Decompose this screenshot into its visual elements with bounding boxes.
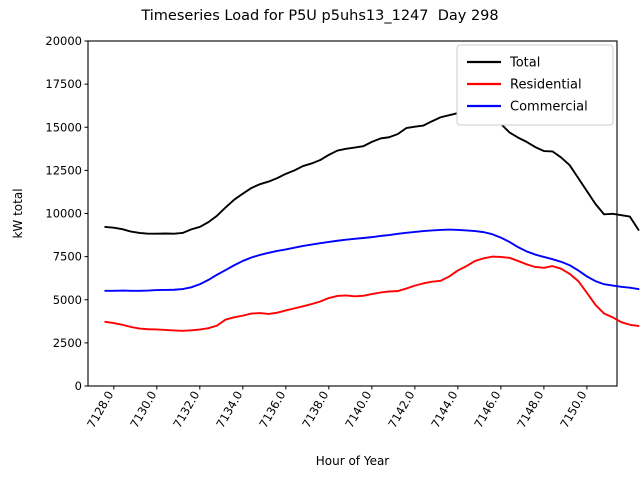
x-tick-label: 7132.0 [170, 389, 202, 431]
series-line-commercial [104, 228, 640, 292]
x-tick-label: 7144.0 [428, 389, 460, 431]
x-tick-label: 7148.0 [514, 389, 546, 431]
y-tick-label: 10000 [45, 207, 82, 221]
series-line-residential [104, 255, 640, 332]
x-tick-label: 7128.0 [84, 389, 116, 431]
y-tick-label: 12500 [45, 163, 82, 177]
y-tick-label: 15000 [45, 120, 82, 134]
series-group [104, 110, 640, 332]
legend-label-residential: Residential [510, 78, 582, 93]
chart-legend[interactable]: Total Residential Commercial [456, 44, 614, 126]
x-tick-label: 7146.0 [471, 389, 503, 431]
x-tick-label: 7138.0 [299, 389, 331, 431]
x-tick-label: 7134.0 [213, 389, 245, 431]
y-tick-label: 2500 [53, 336, 82, 350]
x-tick-label: 7130.0 [127, 389, 159, 431]
x-axis-title: Hour of Year [316, 454, 390, 468]
y-tick-label: 0 [75, 379, 82, 393]
y-tick-label: 17500 [45, 77, 82, 91]
legend-label-commercial: Commercial [510, 100, 588, 115]
x-tick-label: 7142.0 [385, 389, 417, 431]
legend-label-total: Total [509, 56, 540, 71]
x-tick-label: 7136.0 [256, 389, 288, 431]
series-line-total [104, 110, 640, 235]
x-tick-label: 7140.0 [342, 389, 374, 431]
y-tick-label: 5000 [53, 293, 82, 307]
x-tick-label: 7150.0 [557, 389, 589, 431]
y-tick-label: 20000 [45, 34, 82, 48]
y-tick-label: 7500 [53, 250, 82, 264]
y-axis-title: kW total [11, 188, 25, 238]
chart-title: Timeseries Load for P5U p5uhs13_1247 Day… [141, 8, 499, 24]
